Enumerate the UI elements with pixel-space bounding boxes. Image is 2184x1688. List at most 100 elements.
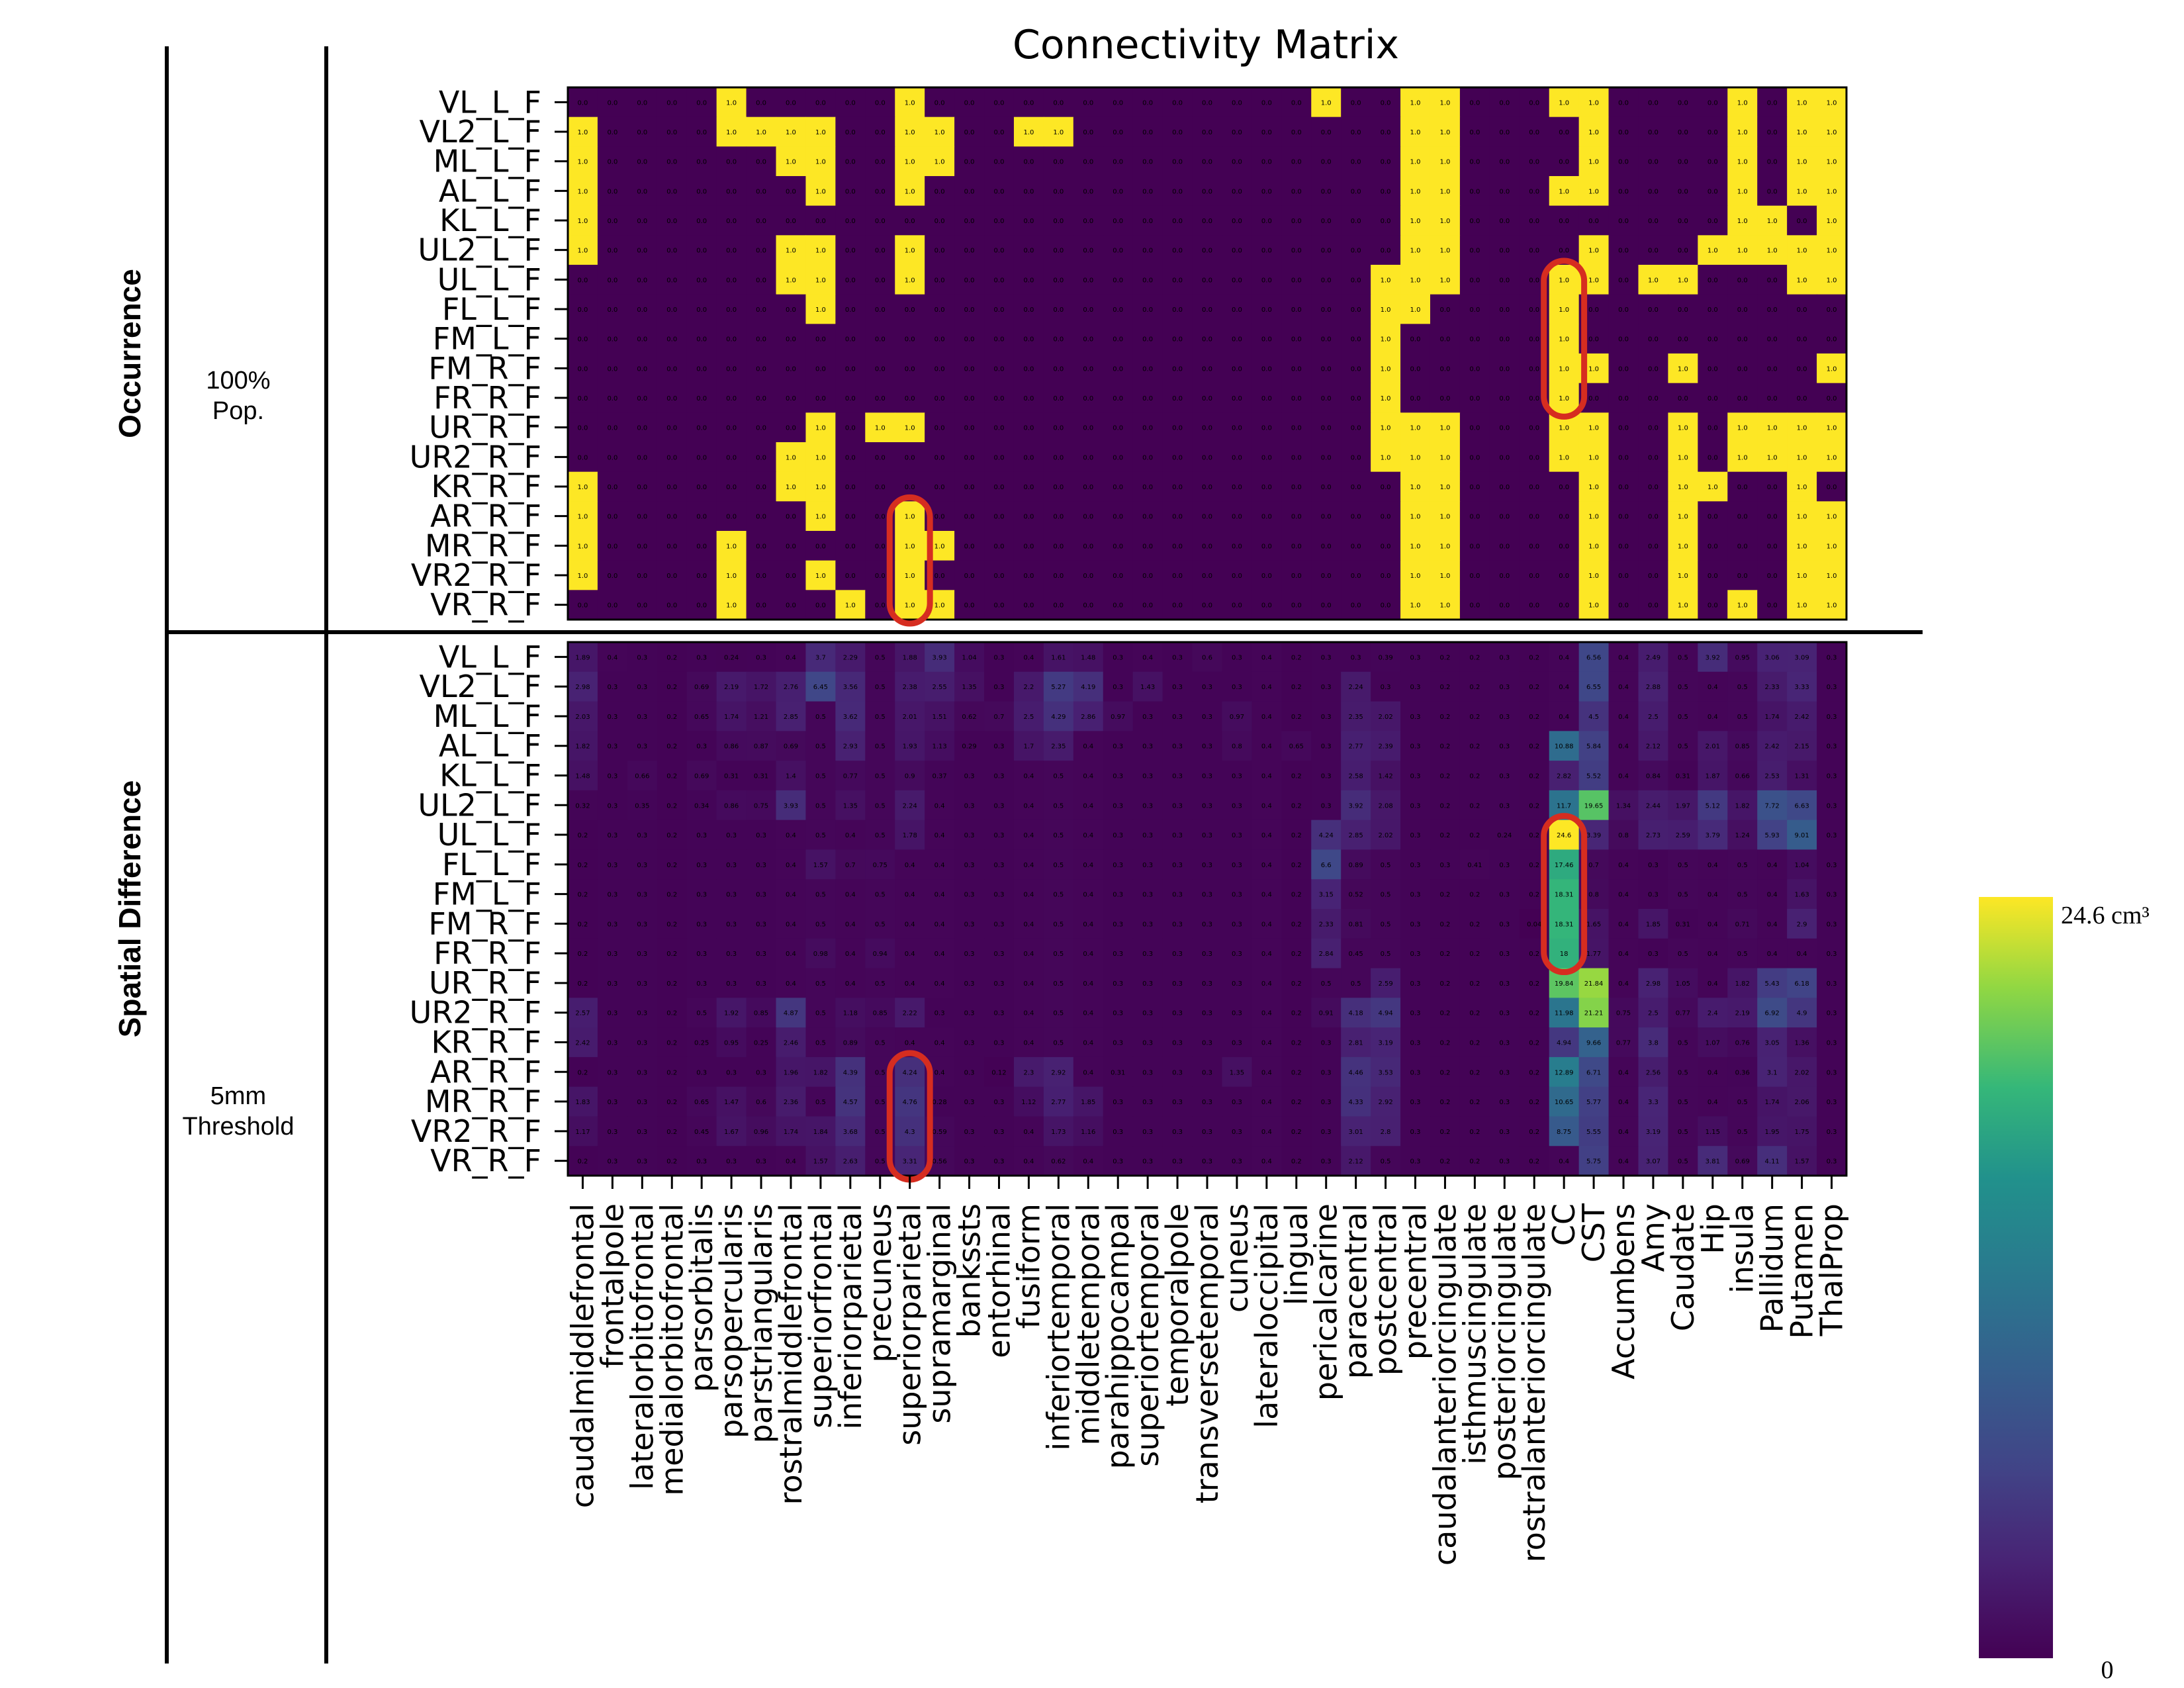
cell-value-label: 0.0 [964, 514, 975, 521]
cell-value-label: 0.0 [607, 425, 617, 432]
cell-value-label: 0.0 [1202, 248, 1212, 255]
cell-value-label: 1.31 [1794, 773, 1809, 780]
cell-value-label: 0.0 [607, 188, 617, 195]
cell-value-label: 0.0 [1529, 602, 1539, 610]
cell-value-label: 0.0 [1261, 336, 1272, 344]
cell-value-label: 0.5 [875, 980, 886, 988]
cell-value-label: 11.98 [1555, 1010, 1574, 1017]
cell-value-label: 0.4 [1618, 1099, 1629, 1106]
cell-value-label: 0.0 [1529, 159, 1539, 166]
cell-value-label: 0.0 [1232, 248, 1242, 255]
cell-value-label: 0.3 [994, 980, 1005, 988]
heatmap-cell [1251, 176, 1282, 207]
cell-value-label: 5.77 [1586, 1099, 1601, 1106]
cell-value-label: 1.0 [1588, 543, 1599, 550]
cell-value-label: 0.4 [1707, 921, 1718, 928]
cell-value-label: 0.0 [1291, 425, 1302, 432]
cell-value-label: 0.0 [1113, 454, 1123, 461]
cell-value-label: 0.0 [845, 129, 856, 136]
cell-value-label: 0.3 [726, 862, 737, 869]
cell-value-label: 0.3 [1202, 1010, 1212, 1017]
cell-value-label: 0.0 [1232, 395, 1242, 402]
cell-value-label: 0.0 [1083, 543, 1093, 550]
heatmap-cell [925, 265, 955, 295]
cell-value-label: 0.3 [1232, 980, 1242, 988]
cell-value-label: 0.5 [1381, 921, 1391, 928]
heatmap-cell [1013, 235, 1044, 265]
cell-value-label: 0.3 [1410, 951, 1421, 958]
cell-value-label: 1.0 [905, 129, 915, 136]
cell-value-label: 0.0 [1291, 248, 1302, 255]
cell-value-label: 0.3 [1142, 773, 1153, 780]
cell-value-label: 0.2 [578, 1158, 588, 1166]
heatmap-cell [1817, 146, 1847, 177]
cell-value-label: 0.0 [1142, 573, 1153, 580]
cell-value-label: 1.0 [1737, 425, 1748, 432]
heatmap-cell [984, 265, 1015, 295]
cell-value-label: 1.0 [1827, 188, 1837, 195]
cell-value-label: 0.3 [994, 1040, 1005, 1047]
cell-value-label: 1.82 [1735, 802, 1750, 810]
cell-value-label: 0.3 [1232, 892, 1242, 899]
row-label: AL_L_F [439, 173, 541, 209]
cell-value-label: 0.2 [578, 892, 588, 899]
cell-value-label: 0.0 [1797, 395, 1807, 402]
cell-value-label: 0.3 [994, 921, 1005, 928]
cell-value-label: 2.39 [1378, 743, 1392, 751]
cell-value-label: 0.0 [845, 454, 856, 461]
heatmap-cell [1549, 176, 1580, 207]
heatmap-cell [1817, 265, 1847, 295]
cell-value-label: 0.0 [1529, 395, 1539, 402]
heatmap-cell [1013, 353, 1044, 384]
cell-value-label: 1.42 [1378, 773, 1392, 780]
heatmap-cell [716, 146, 747, 177]
row-label: FM_L_F [433, 321, 541, 357]
cell-value-label: 0.0 [1321, 218, 1332, 225]
cell-value-label: 1.0 [1827, 129, 1837, 136]
heatmap-cell [835, 87, 866, 118]
cell-value-label: 0.0 [1588, 395, 1599, 402]
row-label: FL_L_F [442, 291, 541, 327]
heatmap-cell [716, 117, 747, 147]
cell-value-label: 0.0 [875, 188, 886, 195]
cell-value-label: 0.0 [1053, 277, 1064, 284]
cell-value-label: 0.0 [1321, 484, 1332, 491]
cell-value-label: 0.0 [1469, 277, 1480, 284]
cell-value-label: 0.3 [1172, 1099, 1183, 1106]
heatmap-cell [1668, 235, 1698, 265]
cell-value-label: 0.2 [666, 892, 677, 899]
heatmap-cell [1073, 383, 1104, 413]
heatmap-cell [1311, 265, 1342, 295]
cell-value-label: 0.2 [1291, 892, 1302, 899]
cell-value-label: 1.0 [786, 484, 796, 491]
heatmap-cell [1757, 235, 1788, 265]
cell-value-label: 0.0 [1469, 573, 1480, 580]
cell-value-label: 0.2 [1439, 921, 1450, 928]
cell-value-label: 0.3 [1827, 1099, 1837, 1106]
heatmap-cell [1430, 324, 1461, 354]
cell-value-label: 0.0 [637, 514, 647, 521]
cell-value-label: 1.0 [1707, 484, 1718, 491]
heatmap-cell [954, 383, 985, 413]
cell-value-label: 0.0 [1648, 573, 1659, 580]
cell-value-label: 0.0 [934, 454, 945, 461]
heatmap-cell [1608, 176, 1639, 207]
cell-value-label: 19.84 [1555, 980, 1574, 988]
cell-value-label: 1.85 [1646, 921, 1661, 928]
cell-value-label: 1.82 [1735, 980, 1750, 988]
cell-value-label: 0.71 [1735, 921, 1750, 928]
cell-value-label: 0.4 [1618, 862, 1629, 869]
cell-value-label: 0.4 [905, 862, 915, 869]
heatmap-cell [1192, 353, 1223, 384]
heatmap-cell [805, 176, 836, 207]
cell-value-label: 2.76 [784, 684, 798, 691]
heatmap-cell [1162, 265, 1193, 295]
cell-value-label: 1.0 [905, 514, 915, 521]
cell-value-label: 0.0 [756, 425, 766, 432]
cell-value-label: 0.0 [1499, 248, 1510, 255]
heatmap-cell [1400, 265, 1431, 295]
cell-value-label: 1.0 [1381, 365, 1391, 373]
cell-value-label: 1.0 [1797, 573, 1807, 580]
heatmap-cell [686, 324, 717, 354]
cell-value-label: 0.0 [1648, 395, 1659, 402]
